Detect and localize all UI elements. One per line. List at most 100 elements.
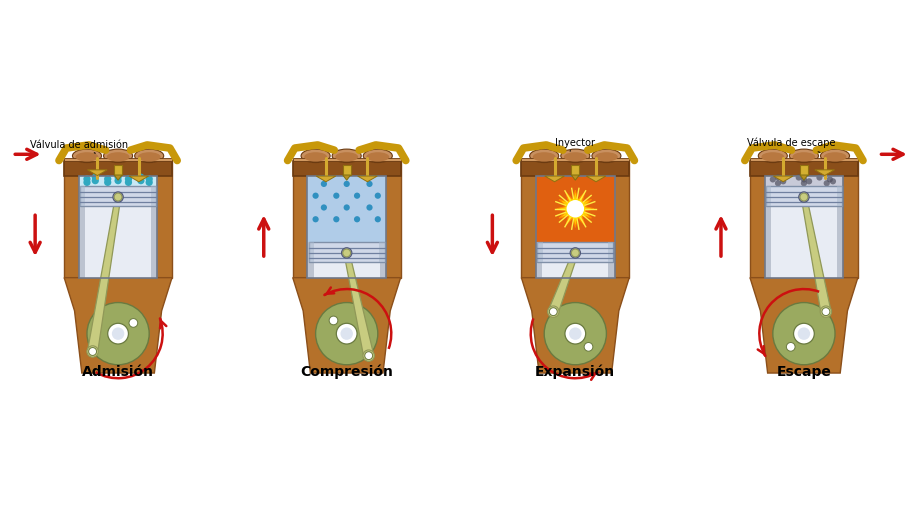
Bar: [609, 176, 615, 278]
Circle shape: [366, 205, 372, 211]
Ellipse shape: [135, 149, 164, 163]
Ellipse shape: [366, 152, 389, 162]
Circle shape: [321, 181, 327, 187]
Ellipse shape: [793, 152, 815, 162]
Circle shape: [774, 175, 781, 181]
Bar: [307, 176, 313, 278]
Circle shape: [572, 249, 579, 257]
Circle shape: [798, 327, 810, 340]
Circle shape: [374, 216, 381, 222]
Bar: [800, 165, 808, 175]
Bar: [150, 185, 156, 206]
Circle shape: [313, 216, 319, 222]
Bar: [766, 185, 772, 206]
Ellipse shape: [762, 152, 785, 162]
Polygon shape: [293, 161, 400, 278]
Ellipse shape: [561, 149, 590, 163]
Bar: [536, 176, 615, 278]
Circle shape: [321, 205, 327, 211]
Polygon shape: [114, 175, 122, 180]
Polygon shape: [88, 197, 121, 352]
Text: Admisión: Admisión: [82, 365, 154, 379]
Bar: [764, 176, 844, 278]
Polygon shape: [293, 278, 400, 373]
Circle shape: [87, 346, 99, 357]
Bar: [836, 185, 842, 206]
Circle shape: [146, 175, 153, 182]
Ellipse shape: [789, 149, 819, 163]
Bar: [293, 158, 400, 161]
Bar: [80, 185, 86, 206]
Circle shape: [91, 174, 99, 181]
Bar: [78, 176, 85, 278]
Circle shape: [366, 181, 372, 187]
Polygon shape: [293, 161, 400, 176]
Circle shape: [129, 319, 137, 327]
Polygon shape: [774, 176, 793, 182]
Ellipse shape: [823, 152, 846, 162]
Circle shape: [585, 342, 593, 351]
Polygon shape: [750, 278, 857, 373]
Circle shape: [774, 180, 781, 186]
Polygon shape: [586, 176, 606, 182]
Circle shape: [573, 251, 577, 255]
Polygon shape: [522, 161, 629, 176]
Ellipse shape: [137, 152, 160, 162]
Circle shape: [333, 193, 339, 199]
Circle shape: [91, 177, 99, 184]
Circle shape: [108, 323, 128, 344]
Bar: [608, 241, 613, 262]
Ellipse shape: [76, 152, 99, 162]
Circle shape: [137, 174, 145, 181]
Circle shape: [87, 303, 149, 365]
Bar: [522, 158, 629, 161]
Circle shape: [823, 180, 830, 186]
Ellipse shape: [592, 149, 621, 163]
Polygon shape: [344, 252, 373, 357]
Bar: [80, 185, 156, 206]
Ellipse shape: [301, 149, 330, 163]
Polygon shape: [316, 176, 336, 182]
Ellipse shape: [758, 149, 787, 163]
Circle shape: [806, 178, 812, 184]
Circle shape: [794, 323, 814, 344]
Circle shape: [116, 195, 121, 199]
Circle shape: [89, 348, 97, 355]
Ellipse shape: [533, 152, 556, 162]
Circle shape: [315, 303, 378, 365]
Circle shape: [822, 308, 830, 315]
Circle shape: [343, 249, 350, 257]
Circle shape: [796, 175, 802, 181]
Circle shape: [821, 306, 832, 318]
Circle shape: [544, 303, 607, 365]
Circle shape: [114, 193, 122, 201]
Polygon shape: [358, 176, 377, 182]
Ellipse shape: [103, 149, 133, 163]
Circle shape: [798, 192, 810, 202]
Polygon shape: [65, 161, 172, 176]
Circle shape: [124, 179, 132, 186]
Circle shape: [569, 327, 582, 340]
Bar: [343, 165, 350, 175]
Circle shape: [770, 176, 776, 182]
Bar: [538, 241, 543, 262]
Bar: [78, 176, 158, 185]
Circle shape: [340, 327, 353, 340]
Circle shape: [830, 178, 836, 184]
Circle shape: [550, 308, 557, 315]
Ellipse shape: [363, 149, 393, 163]
Bar: [536, 176, 542, 278]
Circle shape: [565, 323, 585, 344]
Polygon shape: [545, 176, 564, 182]
Circle shape: [344, 181, 349, 187]
Text: Escape: Escape: [776, 365, 832, 379]
Bar: [309, 241, 314, 262]
Circle shape: [344, 205, 349, 211]
Ellipse shape: [564, 152, 586, 162]
Circle shape: [333, 216, 339, 222]
Circle shape: [827, 176, 833, 182]
Ellipse shape: [821, 149, 849, 163]
Polygon shape: [522, 278, 629, 373]
Text: Compresión: Compresión: [301, 365, 393, 379]
Circle shape: [83, 179, 90, 186]
